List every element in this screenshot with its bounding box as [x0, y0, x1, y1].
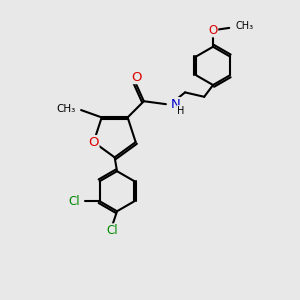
Text: O: O	[131, 70, 141, 84]
Text: CH₃: CH₃	[56, 103, 76, 114]
Text: CH₃: CH₃	[236, 21, 254, 32]
Text: H: H	[177, 106, 184, 116]
Text: Cl: Cl	[107, 224, 118, 237]
Text: N: N	[170, 98, 180, 111]
Text: O: O	[208, 24, 218, 37]
Text: Cl: Cl	[68, 195, 80, 208]
Text: O: O	[88, 136, 99, 148]
